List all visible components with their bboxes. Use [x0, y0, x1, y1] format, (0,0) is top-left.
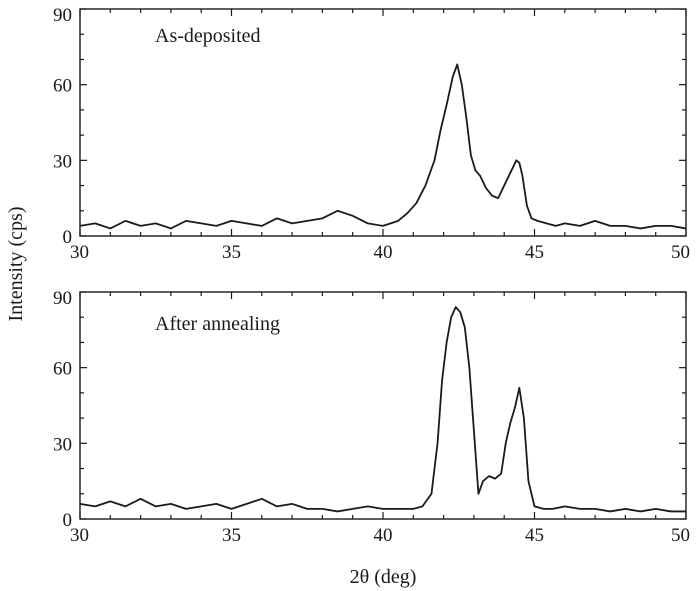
series-line-as-deposited [79, 63, 687, 230]
x-tick-label: 35 [222, 525, 241, 546]
x-tick-label: 45 [525, 525, 544, 546]
x-tick-label: 40 [374, 525, 393, 546]
x-tick-label: 40 [374, 242, 393, 263]
y-tick-label: 30 [53, 151, 72, 172]
y-tick-label: 90 [53, 288, 72, 309]
x-tick-label: 45 [525, 242, 544, 263]
y-tick-label: 90 [53, 5, 72, 26]
y-tick-label: 0 [63, 227, 73, 248]
y-tick-label: 60 [53, 76, 72, 97]
x-axis-title: 2θ (deg) [350, 566, 417, 588]
panel-label-as-deposited: As-deposited [155, 25, 261, 47]
x-tick-label: 30 [70, 525, 89, 546]
y-axis-title: Intensity (cps) [5, 207, 27, 322]
ticks-top [79, 8, 687, 237]
y-tick-label: 0 [63, 510, 73, 531]
x-tick-label: 30 [70, 242, 89, 263]
x-tick-label: 50 [671, 242, 690, 263]
ticks-bottom [79, 291, 687, 520]
x-tick-label: 35 [222, 242, 241, 263]
panel-label-after-annealing: After annealing [155, 313, 280, 335]
y-tick-label: 30 [53, 434, 72, 455]
y-tick-label: 60 [53, 359, 72, 380]
x-tick-label: 50 [671, 525, 690, 546]
series-line-after-annealing [79, 306, 686, 513]
